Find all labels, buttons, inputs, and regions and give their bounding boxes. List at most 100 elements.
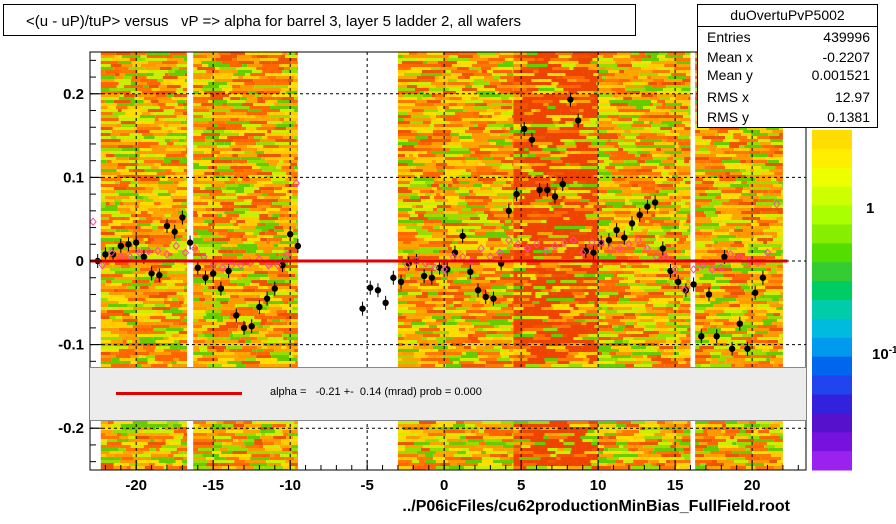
heatmap-cell: [132, 307, 152, 310]
heatmap-cell: [401, 334, 406, 337]
heatmap-cell: [159, 67, 172, 70]
heatmap-cell: [193, 427, 210, 430]
heatmap-cell: [115, 106, 128, 109]
heatmap-cell: [409, 121, 414, 124]
heatmap-cell: [111, 325, 133, 328]
heatmap-cell: [557, 424, 570, 427]
heatmap-cell: [129, 364, 136, 367]
heatmap-cell: [100, 175, 117, 178]
heatmap-cell: [193, 361, 200, 364]
heatmap-cell: [293, 238, 298, 241]
heatmap-cell: [409, 196, 420, 199]
heatmap-cell: [202, 355, 207, 358]
heatmap-cell: [417, 193, 425, 196]
heatmap-cell: [287, 337, 296, 340]
heatmap-cell: [524, 157, 541, 160]
heatmap-cell: [260, 58, 279, 61]
heatmap-cell: [270, 310, 277, 313]
heatmap-cell: [239, 226, 256, 229]
heatmap-cell: [643, 79, 654, 82]
heatmap-cell: [162, 244, 170, 247]
heatmap-cell: [224, 175, 235, 178]
heatmap-cell: [403, 322, 411, 325]
heatmap-cell: [438, 271, 453, 274]
heatmap-cell: [203, 73, 214, 76]
heatmap-cell: [250, 73, 266, 76]
heatmap-cell: [424, 439, 439, 442]
heatmap-cell: [193, 322, 214, 325]
heatmap-cell: [468, 349, 484, 352]
heatmap-cell: [466, 277, 475, 280]
heatmap-cell: [596, 316, 599, 319]
heatmap-cell: [233, 139, 250, 142]
heatmap-cell: [172, 424, 182, 427]
heatmap-cell: [268, 337, 277, 340]
heatmap-cell: [117, 205, 135, 208]
heatmap-cell: [587, 115, 599, 118]
heatmap-cell: [476, 61, 489, 64]
heatmap-cell: [574, 295, 586, 298]
heatmap-cell: [587, 457, 592, 460]
heatmap-cell: [546, 268, 556, 271]
heatmap-cell: [279, 241, 297, 244]
heatmap-cell: [513, 73, 523, 76]
heatmap-cell: [606, 67, 612, 70]
heatmap-cell: [519, 304, 535, 307]
heatmap-cell: [182, 280, 188, 283]
heatmap-cell: [656, 148, 662, 151]
heatmap-cell: [573, 307, 579, 310]
heatmap-cell: [273, 295, 292, 298]
heatmap-cell: [559, 100, 575, 103]
heatmap-cell: [543, 436, 549, 439]
heatmap-cell: [226, 112, 247, 115]
heatmap-cell: [436, 325, 458, 328]
heatmap-cell: [116, 169, 129, 172]
heatmap-cell: [277, 274, 296, 277]
heatmap-cell: [686, 73, 691, 76]
heatmap-cell: [579, 109, 584, 112]
heatmap-cell: [286, 436, 294, 439]
heatmap-cell: [118, 301, 139, 304]
heatmap-cell: [107, 106, 116, 109]
heatmap-cell: [567, 79, 577, 82]
heatmap-cell: [100, 226, 105, 229]
heatmap-cell: [537, 298, 547, 301]
heatmap-cell: [509, 91, 514, 94]
heatmap-cell: [234, 352, 251, 355]
heatmap-cell: [445, 301, 453, 304]
heatmap-cell: [256, 349, 264, 352]
heatmap-cell: [295, 289, 298, 292]
heatmap-cell: [145, 262, 162, 265]
heatmap-cell: [574, 442, 592, 445]
heatmap-cell: [422, 334, 440, 337]
heatmap-cell: [449, 283, 465, 286]
heatmap-cell: [282, 187, 298, 190]
heatmap-cell: [444, 442, 449, 445]
heatmap-cell: [277, 163, 291, 166]
heatmap-cell: [644, 121, 650, 124]
heatmap-cell: [429, 202, 444, 205]
heatmap-cell: [470, 430, 475, 433]
heatmap-cell: [253, 103, 275, 106]
heatmap-cell: [473, 124, 478, 127]
heatmap-cell: [543, 199, 553, 202]
heatmap-cell: [574, 256, 583, 259]
heatmap-cell: [104, 196, 117, 199]
heatmap-cell: [211, 118, 231, 121]
heatmap-cell: [492, 181, 506, 184]
heatmap-cell: [535, 175, 544, 178]
heatmap-cell: [216, 265, 229, 268]
heatmap-cell: [485, 244, 507, 247]
heatmap-cell: [653, 121, 662, 124]
heatmap-cell: [236, 67, 257, 70]
heatmap-cell: [150, 454, 168, 457]
heatmap-cell: [460, 364, 479, 367]
heatmap-cell: [397, 61, 402, 64]
heatmap-cell: [120, 268, 140, 271]
heatmap-cell: [486, 124, 504, 127]
heatmap-cell: [565, 265, 571, 268]
heatmap-cell: [397, 274, 406, 277]
heatmap-cell: [641, 148, 657, 151]
heatmap-cell: [561, 256, 575, 259]
heatmap-cell: [518, 439, 531, 442]
